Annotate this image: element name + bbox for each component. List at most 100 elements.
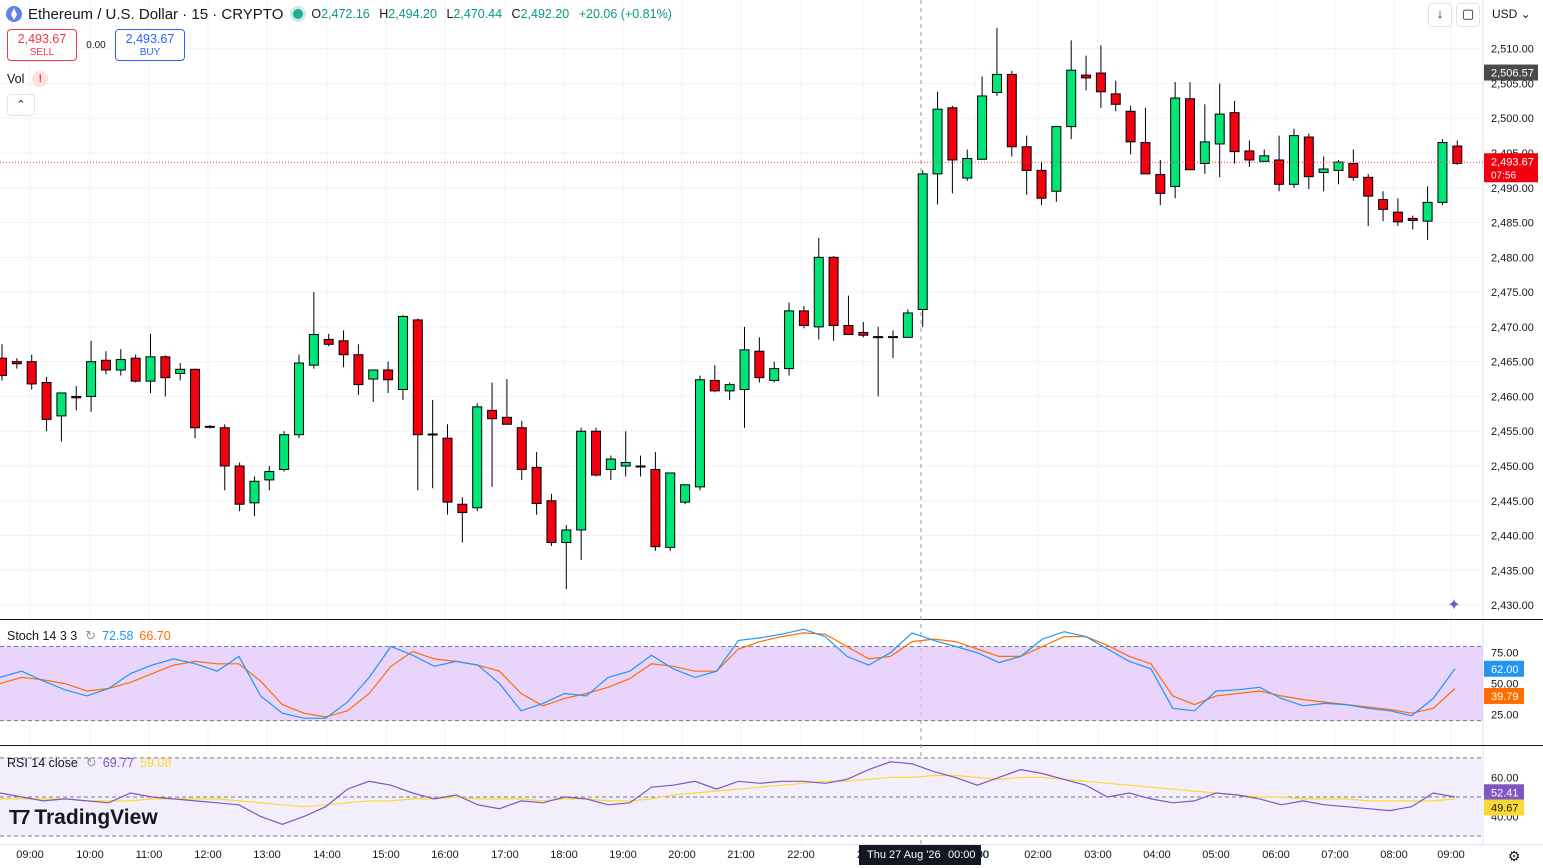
- candle-body: [546, 500, 557, 543]
- currency-select[interactable]: USD ⌄: [1492, 7, 1531, 21]
- candle-body: [487, 409, 498, 420]
- price-tick-label: 2,475.00: [1491, 287, 1534, 299]
- gear-icon[interactable]: ⚙: [1507, 848, 1521, 864]
- candle-body: [784, 310, 795, 370]
- price-tick-label: 2,455.00: [1491, 426, 1534, 438]
- candle-body: [1051, 126, 1062, 192]
- candle-body: [873, 336, 884, 339]
- warning-icon[interactable]: !: [32, 71, 49, 87]
- price-tick-label: 2,460.00: [1491, 391, 1534, 403]
- rsi-value: 69.77: [102, 756, 135, 770]
- candle-body: [457, 503, 468, 514]
- time-tick-label: 18:00: [550, 849, 578, 861]
- stoch-d-last-label: 39.79: [1491, 691, 1519, 703]
- sell-button[interactable]: 2,493.67 SELL: [7, 29, 77, 61]
- rsi-ma-last-bg: [1484, 799, 1524, 816]
- brand-name: TradingView: [34, 806, 158, 829]
- candle-body: [1274, 159, 1285, 185]
- candle-body: [249, 480, 260, 504]
- candle-body: [308, 334, 319, 366]
- time-tick-label: 20:00: [668, 849, 696, 861]
- candle-body: [145, 356, 156, 382]
- candle-body: [1214, 113, 1225, 145]
- candle-body: [1303, 136, 1314, 178]
- candle-body: [694, 379, 705, 488]
- candle-body: [739, 349, 750, 390]
- candle-body: [932, 108, 943, 175]
- candle-body: [591, 430, 601, 476]
- candle-body: [605, 458, 616, 470]
- candle-body: [294, 362, 304, 436]
- candle-body: [1348, 162, 1359, 178]
- time-tick-label: 10:00: [76, 849, 104, 861]
- price-tick-label: 2,485.00: [1491, 218, 1534, 230]
- stoch-d-last-bg: [1484, 687, 1524, 704]
- candle-body: [1407, 217, 1418, 221]
- time-tick-label: 21:00: [727, 849, 755, 861]
- time-tick-label: 05:00: [1202, 849, 1230, 861]
- candle-body: [353, 354, 364, 386]
- ethereum-icon: [6, 6, 22, 22]
- volume-legend[interactable]: Vol !: [7, 71, 49, 87]
- rsi-legend[interactable]: RSI 14 close ↻ 69.77 59.08: [7, 755, 171, 771]
- stoch-tick-label: 50.00: [1491, 679, 1519, 691]
- candle-body: [175, 368, 186, 374]
- candle-body: [1110, 93, 1121, 105]
- candle-body: [1378, 199, 1389, 210]
- candle-body: [1333, 161, 1344, 171]
- candle-body: [26, 361, 37, 385]
- stoch-name: Stoch 14 3 3: [7, 629, 78, 643]
- candle-body: [531, 466, 542, 505]
- stoch-k-last-label: 62.00: [1491, 664, 1519, 676]
- candle-body: [41, 382, 52, 420]
- magic-icon[interactable]: ✦: [1447, 597, 1461, 614]
- candle-body: [888, 336, 898, 339]
- candle-body: [1392, 211, 1403, 223]
- time-tick-label: 22:00: [787, 849, 815, 861]
- candle-body: [1185, 98, 1195, 171]
- fullscreen-icon[interactable]: ▢: [1456, 3, 1480, 27]
- refresh-icon[interactable]: ↻: [85, 628, 97, 643]
- rsi-ma-last-label: 49.67: [1491, 803, 1519, 815]
- time-tick-label: 04:00: [1143, 849, 1171, 861]
- candle-body: [1244, 150, 1255, 161]
- candle-body: [1229, 112, 1240, 153]
- rsi-tick-label: 60.00: [1491, 772, 1519, 784]
- stoch-d-value: 66.70: [139, 629, 171, 643]
- time-tick-label: 08:00: [1380, 849, 1408, 861]
- spread-value: 0.00: [86, 39, 106, 51]
- candle-body: [323, 338, 334, 345]
- collapse-legend-button[interactable]: ⌃: [7, 94, 35, 116]
- candle-body: [1066, 69, 1077, 128]
- refresh-icon[interactable]: ↻: [85, 755, 97, 770]
- candle-body: [204, 425, 215, 428]
- crosshair-time-label: 00:00: [948, 849, 976, 861]
- candle-body: [843, 324, 854, 336]
- arrow-down-icon[interactable]: ↓: [1428, 3, 1452, 27]
- stoch-k-last-bg: [1484, 660, 1524, 677]
- candle-body: [1363, 176, 1374, 197]
- symbol-title[interactable]: Ethereum / U.S. Dollar · 15 · CRYPTO: [28, 5, 284, 23]
- candle-body: [709, 379, 720, 392]
- candle-body: [902, 312, 913, 338]
- rsi-last-label: 52.41: [1491, 787, 1519, 799]
- candle-body: [813, 256, 824, 328]
- stoch-legend[interactable]: Stoch 14 3 3 ↻ 72.58 66.70: [7, 628, 171, 644]
- buy-button[interactable]: 2,493.67 BUY: [115, 29, 185, 61]
- candle-body: [160, 356, 171, 379]
- candle-body: [635, 465, 646, 468]
- candle-body: [1021, 146, 1032, 171]
- price-tick-label: 2,440.00: [1491, 531, 1534, 543]
- candle-body: [561, 529, 572, 543]
- open-value: 2,472.16: [321, 7, 370, 21]
- price-tick-label: 2,510.00: [1491, 44, 1534, 56]
- candle-body: [383, 369, 394, 381]
- tradingview-logo[interactable]: T7 TradingView: [9, 806, 158, 830]
- stoch-k-line: [0, 628, 1456, 719]
- candle-body: [1199, 141, 1210, 164]
- crosshair-price-label: 2,506.57: [1491, 68, 1534, 80]
- stoch-k-value: 72.58: [102, 629, 134, 643]
- crosshair-date-label: Thu 27 Aug '26: [867, 849, 941, 861]
- stoch-d-line: [0, 632, 1456, 718]
